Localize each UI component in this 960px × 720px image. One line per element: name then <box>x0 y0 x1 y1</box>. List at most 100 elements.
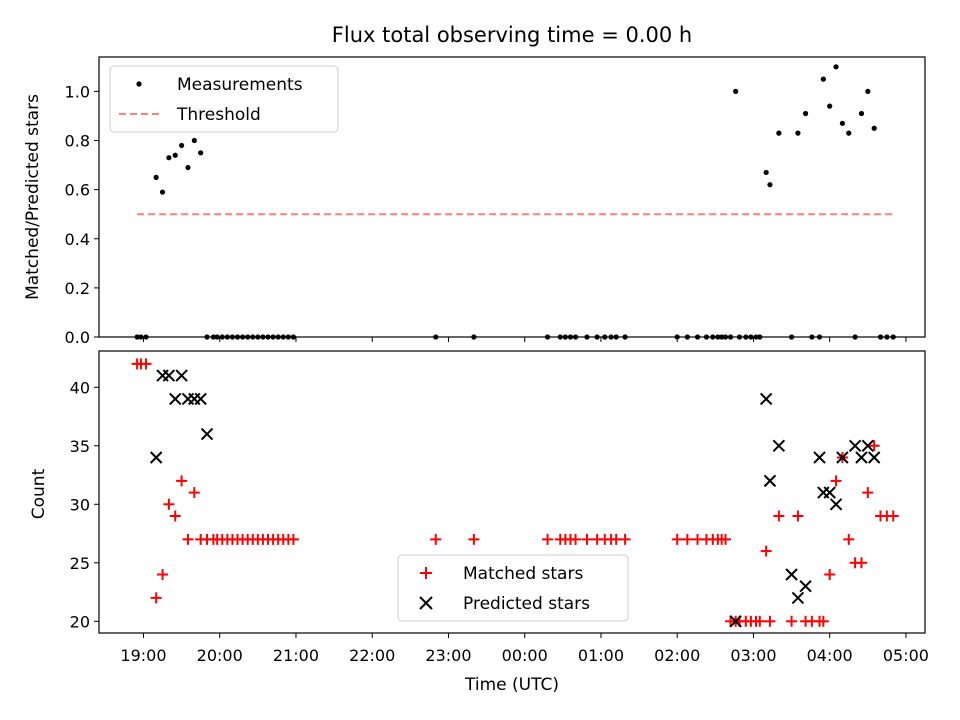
bottom-legend-box <box>397 554 629 622</box>
matched-star-point <box>843 533 855 545</box>
chart-title: Flux total observing time = 0.00 h <box>332 23 692 47</box>
matched-star-point <box>140 358 152 370</box>
predicted-star-point <box>194 392 207 406</box>
matched-star-point <box>176 475 188 487</box>
matched-star-point <box>824 568 836 580</box>
matched-star-point <box>786 615 798 627</box>
bottom-y-tick-label: 20 <box>70 612 90 631</box>
matched-star-point <box>862 487 874 499</box>
x-axis-label: Time (UTC) <box>464 675 559 695</box>
matched-star-point <box>855 557 867 569</box>
measurement-point <box>846 130 852 136</box>
predicted-star-point <box>861 439 875 452</box>
x-tick-label: 23:00 <box>425 646 471 665</box>
legend-predicted-label: Predicted stars <box>463 594 590 614</box>
x-tick-label: 02:00 <box>654 646 700 665</box>
matched-star-point <box>719 533 731 545</box>
predicted-star-point <box>829 498 843 511</box>
matched-star-point <box>542 533 554 545</box>
legend-measurements-label: Measurements <box>177 75 303 95</box>
measurement-point <box>871 125 877 131</box>
legend-predicted-marker <box>419 596 433 610</box>
measurement-point <box>802 110 809 117</box>
predicted-star-point <box>149 451 163 464</box>
matched-star-point <box>754 615 766 627</box>
measurement-point <box>198 150 204 156</box>
x-tick-label: 22:00 <box>349 646 395 665</box>
top-y-tick-label: 0.4 <box>65 230 90 249</box>
measurement-point <box>776 130 782 136</box>
matched-star-point <box>681 533 693 545</box>
top-legend-box <box>109 65 339 133</box>
bottom-legend: Matched stars Predicted stars <box>397 554 629 622</box>
predicted-star-point <box>823 486 836 499</box>
matched-star-point <box>287 533 299 545</box>
x-tick-label: 04:00 <box>807 646 853 665</box>
matched-star-point <box>868 440 880 452</box>
predicted-star-point <box>169 392 182 406</box>
legend-matched-label: Matched stars <box>463 564 583 584</box>
matched-star-point <box>887 510 899 522</box>
bottom-y-axis-label: Count <box>29 468 49 519</box>
top-y-tick-label: 1.0 <box>65 82 90 101</box>
top-y-axis-label: Matched/Predicted stars <box>23 94 43 300</box>
predicted-star-point <box>772 439 786 452</box>
measurement-point <box>767 182 773 188</box>
predicted-star-point <box>759 392 773 406</box>
predicted-star-point <box>162 369 176 382</box>
legend-matched-marker <box>420 567 432 579</box>
bottom-axes-frame <box>98 350 926 634</box>
measurement-point <box>159 189 166 195</box>
measurement-point <box>179 142 185 149</box>
matched-star-point <box>830 475 842 487</box>
predicted-star-point <box>729 615 742 628</box>
matched-star-point <box>150 592 162 604</box>
predicted-star-point <box>848 439 862 452</box>
measurement-point <box>795 130 801 136</box>
x-tick-label: 03:00 <box>730 646 776 665</box>
matched-star-point <box>773 510 785 522</box>
top-y-tick-label: 0.2 <box>65 279 90 298</box>
bottom-y-axis: 20 25 30 35 40 <box>70 378 99 631</box>
predicted-star-point <box>813 451 826 464</box>
top-plot-area <box>134 64 896 340</box>
x-tick-label: 20:00 <box>197 646 243 665</box>
measurement-point <box>172 152 178 158</box>
matched-star-point <box>430 533 442 545</box>
measurement-point <box>185 164 191 171</box>
matched-star-point <box>163 498 175 510</box>
matched-star-point <box>760 545 772 557</box>
top-y-tick-label: 0.6 <box>65 181 90 200</box>
top-x-axis-ticks <box>142 337 907 342</box>
bottom-y-tick-label: 35 <box>70 437 90 456</box>
measurement-point <box>733 88 739 94</box>
predicted-star-point <box>855 451 868 464</box>
predicted-star-point <box>836 451 849 464</box>
legend-threshold-label: Threshold <box>176 105 261 125</box>
matched-star-point <box>157 568 169 580</box>
matched-star-point <box>182 533 194 545</box>
measurement-point <box>166 155 172 161</box>
predicted-star-point <box>175 369 188 382</box>
x-tick-label: 21:00 <box>273 646 319 665</box>
matched-star-point <box>468 533 480 545</box>
matched-star-point <box>792 510 804 522</box>
top-y-axis: 0.0 0.2 0.4 0.6 0.8 1.0 <box>65 82 99 347</box>
bottom-plot-area <box>131 358 899 628</box>
predicted-star-point <box>799 579 812 593</box>
bottom-y-tick-label: 30 <box>70 495 90 514</box>
measurement-point <box>865 88 871 94</box>
measurement-point <box>191 137 197 144</box>
predicted-star-point <box>791 591 805 605</box>
measurement-point <box>827 103 833 109</box>
measurement-point <box>763 169 769 176</box>
bottom-x-axis: 19:00 20:00 21:00 22:00 23:00 00:00 01:00 02:00… <box>120 633 929 665</box>
top-y-tick-label: 0.0 <box>65 328 90 347</box>
predicted-star-point <box>200 427 214 441</box>
top-y-tick-label: 0.8 <box>65 132 90 151</box>
x-tick-label: 00:00 <box>502 646 548 665</box>
measurement-point <box>839 120 846 126</box>
measurement-point <box>858 110 865 117</box>
matched-star-point <box>581 533 593 545</box>
